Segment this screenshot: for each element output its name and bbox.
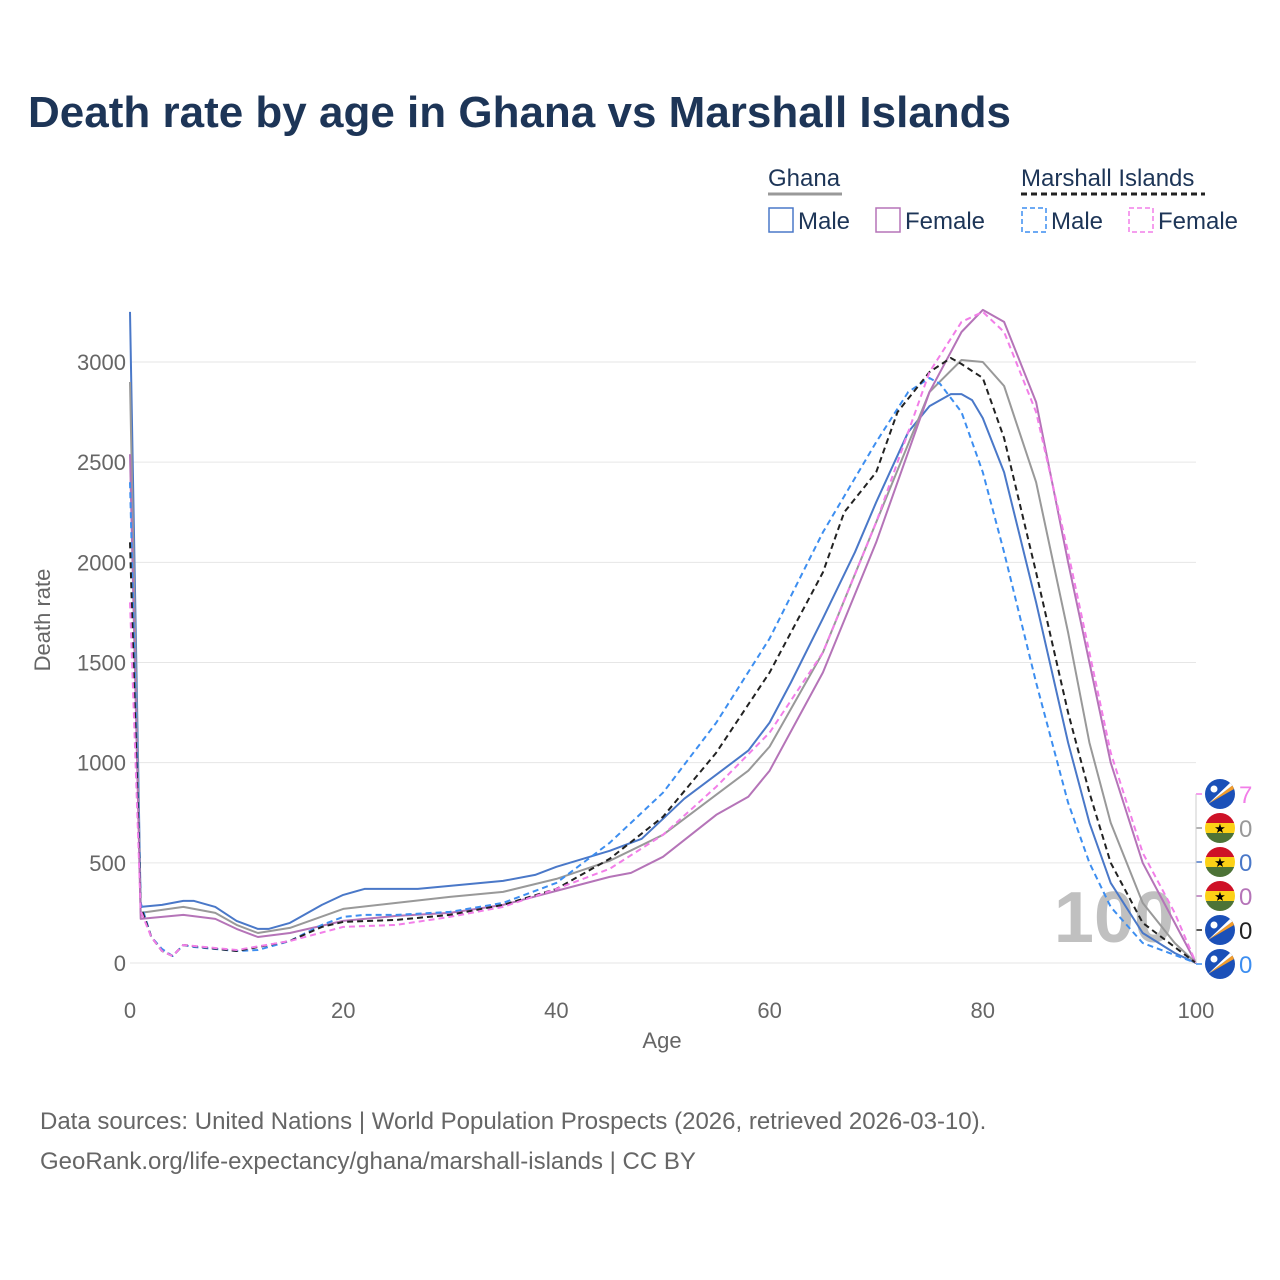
ghana-flag-icon: ★ — [1205, 813, 1235, 843]
ghana-flag-icon: ★ — [1205, 847, 1235, 877]
x-tick-label: 0 — [124, 998, 136, 1023]
x-tick-label: 60 — [757, 998, 781, 1023]
legend-group-title: Marshall Islands — [1021, 165, 1194, 192]
legend-swatch[interactable] — [768, 207, 794, 233]
y-tick-label: 500 — [89, 851, 126, 876]
end-value-label: 0 — [1239, 952, 1252, 979]
legend-group-title: Ghana — [768, 165, 841, 192]
y-tick-label: 2000 — [77, 550, 126, 575]
end-value-label: 0 — [1239, 918, 1252, 945]
end-value-label: 7 — [1239, 782, 1252, 809]
end-value-label: 0 — [1239, 816, 1252, 843]
svg-text:★: ★ — [1214, 855, 1226, 870]
end-value-label: 0 — [1239, 850, 1252, 877]
series-line-marshall-islands-female — [129, 310, 1197, 964]
legend-item-label[interactable]: Male — [1051, 208, 1103, 235]
x-tick-label: 80 — [971, 998, 995, 1023]
legend-swatch[interactable] — [875, 207, 901, 233]
marshall-flag-icon — [1205, 915, 1235, 945]
svg-text:★: ★ — [1214, 821, 1226, 836]
legend-swatch[interactable] — [1021, 207, 1047, 233]
marshall-flag-icon — [1205, 779, 1235, 809]
series-line-ghana-male — [129, 311, 1197, 964]
x-axis-label: Age — [642, 1028, 681, 1053]
x-tick-label: 40 — [544, 998, 568, 1023]
series-line-ghana-female — [129, 308, 1197, 964]
end-value-label: 0 — [1239, 884, 1252, 911]
y-tick-label: 1000 — [77, 751, 126, 776]
x-tick-label: 100 — [1178, 998, 1215, 1023]
y-tick-label: 3000 — [77, 350, 126, 375]
marshall-flag-icon — [1205, 949, 1235, 979]
x-tick-label: 20 — [331, 998, 355, 1023]
y-tick-label: 0 — [114, 951, 126, 976]
source-url[interactable]: GeoRank.org/life-expectancy/ghana/marsha… — [40, 1148, 696, 1175]
series-line-ghana — [129, 359, 1197, 964]
chart-title: Death rate by age in Ghana vs Marshall I… — [28, 88, 1012, 137]
watermark-age: 100 — [1054, 878, 1174, 958]
legend-item-label[interactable]: Female — [1158, 208, 1238, 235]
ghana-flag-icon: ★ — [1205, 881, 1235, 911]
legend-item-label[interactable]: Female — [905, 208, 985, 235]
y-tick-label: 1500 — [77, 651, 126, 676]
source-line: Data sources: United Nations | World Pop… — [40, 1108, 987, 1135]
y-axis-label: Death rate — [30, 569, 55, 672]
series-line-marshall-islands-male — [129, 377, 1197, 964]
series-line-marshall-islands — [129, 357, 1197, 964]
legend-item-label[interactable]: Male — [798, 208, 850, 235]
svg-text:★: ★ — [1214, 889, 1226, 904]
y-tick-label: 2500 — [77, 450, 126, 475]
legend-swatch[interactable] — [1128, 207, 1154, 233]
